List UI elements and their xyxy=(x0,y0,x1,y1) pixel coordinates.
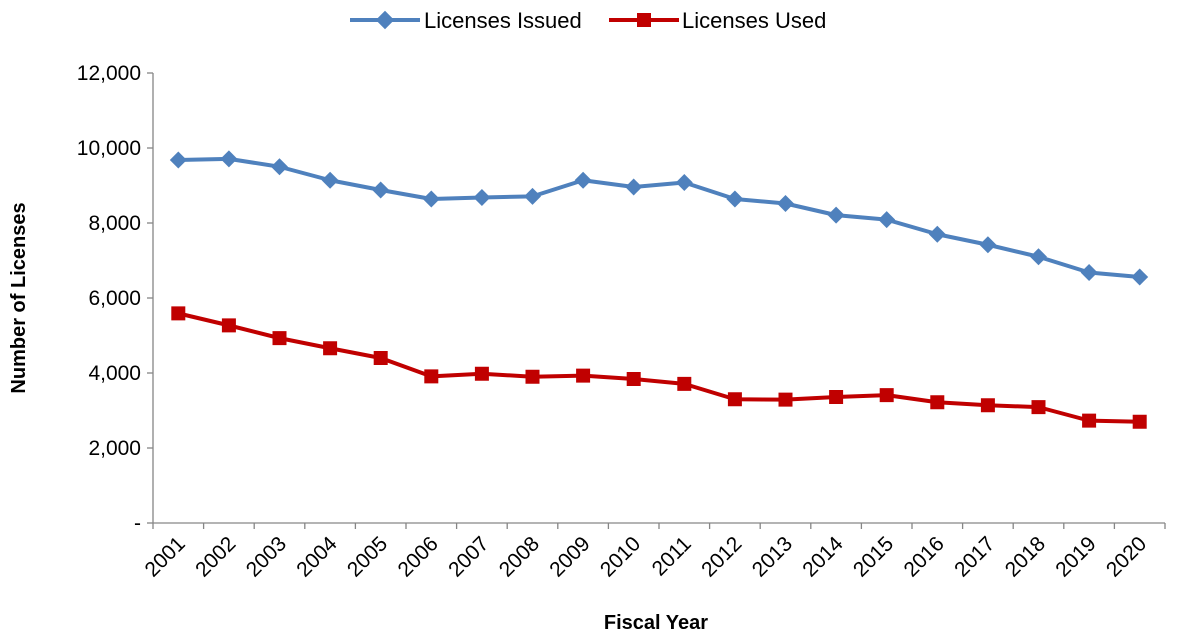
data-point xyxy=(726,190,744,208)
data-point xyxy=(220,150,238,168)
legend-label-licenses-used: Licenses Used xyxy=(682,8,826,33)
x-tick-label: 2003 xyxy=(242,532,291,581)
data-point xyxy=(1080,264,1098,281)
data-point xyxy=(625,178,643,196)
data-point xyxy=(474,366,489,381)
data-point xyxy=(879,388,894,403)
x-tick-label: 2009 xyxy=(545,532,594,581)
x-tick-label: 2002 xyxy=(191,532,240,581)
y-axis-title: Number of Licenses xyxy=(8,202,30,393)
data-point xyxy=(827,206,845,224)
data-point xyxy=(979,236,997,254)
x-axis: 2001 2002 2003 2004 2005 2006 2007 2008 2009 2010… xyxy=(141,522,1166,582)
x-tick-label: 2016 xyxy=(900,532,949,581)
x-tick-label: 2005 xyxy=(343,532,392,581)
y-tick-label: 6,000 xyxy=(88,287,141,310)
data-point xyxy=(1031,400,1046,415)
data-point xyxy=(980,398,995,413)
data-point xyxy=(525,369,540,384)
data-point xyxy=(727,392,742,407)
y-tick-label: 4,000 xyxy=(88,362,141,385)
data-point xyxy=(1030,248,1047,266)
data-point xyxy=(928,225,946,243)
data-point xyxy=(677,376,692,391)
y-tick-label: 12,000 xyxy=(77,62,141,85)
data-point xyxy=(372,181,390,199)
data-point xyxy=(574,171,592,189)
data-point xyxy=(171,306,186,321)
data-point xyxy=(321,171,339,189)
x-tick-label: 2015 xyxy=(849,532,898,581)
y-tick-label: 10,000 xyxy=(77,137,141,160)
data-point xyxy=(221,318,236,333)
data-point xyxy=(473,189,491,206)
series-licenses-used xyxy=(171,306,1147,429)
legend: Licenses Issued Licenses Used xyxy=(350,8,826,33)
data-point xyxy=(272,331,287,346)
x-tick-label: 2013 xyxy=(748,532,797,581)
x-tick-label: 2007 xyxy=(444,532,493,581)
series-line-licenses-issued xyxy=(178,156,1140,279)
data-point xyxy=(626,372,641,386)
y-tick-label: 8,000 xyxy=(88,212,141,235)
data-point xyxy=(323,341,338,356)
data-point xyxy=(1131,268,1149,286)
x-tick-label: 2014 xyxy=(798,532,848,582)
x-tick-label: 2010 xyxy=(596,532,645,581)
data-point xyxy=(373,351,388,365)
y-tick-label: 2,000 xyxy=(88,437,141,460)
x-tick-label: 2019 xyxy=(1051,532,1100,581)
data-point xyxy=(169,151,187,169)
data-point xyxy=(878,211,896,229)
data-point xyxy=(422,190,440,208)
data-point xyxy=(829,390,844,404)
x-tick-label: 2001 xyxy=(141,532,190,581)
data-point xyxy=(930,395,945,410)
x-tick-label: 2012 xyxy=(697,532,746,581)
data-point xyxy=(576,368,591,383)
x-tick-label: 2006 xyxy=(394,532,443,581)
y-axis: - 2,000 4,000 6,000 8,000 10,000 12,000 xyxy=(77,62,154,535)
data-point xyxy=(778,392,793,407)
x-tick-label: 2017 xyxy=(950,532,999,581)
series-layer xyxy=(169,150,1149,429)
data-point xyxy=(424,369,439,384)
series-licenses-issued xyxy=(169,150,1149,286)
data-point xyxy=(1132,414,1147,429)
legend-marker-licenses-issued xyxy=(375,10,395,30)
series-line-licenses-used xyxy=(177,311,1140,424)
legend-label-licenses-issued: Licenses Issued xyxy=(424,8,582,33)
data-point xyxy=(675,174,693,191)
data-point xyxy=(271,158,288,176)
x-tick-label: 2008 xyxy=(495,532,544,581)
y-tick-label: - xyxy=(134,512,141,535)
x-tick-label: 2011 xyxy=(648,532,696,580)
x-axis-title: Fiscal Year xyxy=(604,612,708,634)
x-tick-label: 2004 xyxy=(292,532,342,582)
data-point xyxy=(524,187,541,205)
data-point xyxy=(777,195,794,212)
x-tick-label: 2018 xyxy=(1001,532,1050,581)
x-tick-label: 2020 xyxy=(1102,532,1151,581)
data-point xyxy=(1082,413,1097,428)
legend-item-licenses-issued: Licenses Issued xyxy=(350,8,582,33)
legend-item-licenses-used: Licenses Used xyxy=(609,8,826,33)
legend-marker-licenses-used xyxy=(637,13,651,27)
